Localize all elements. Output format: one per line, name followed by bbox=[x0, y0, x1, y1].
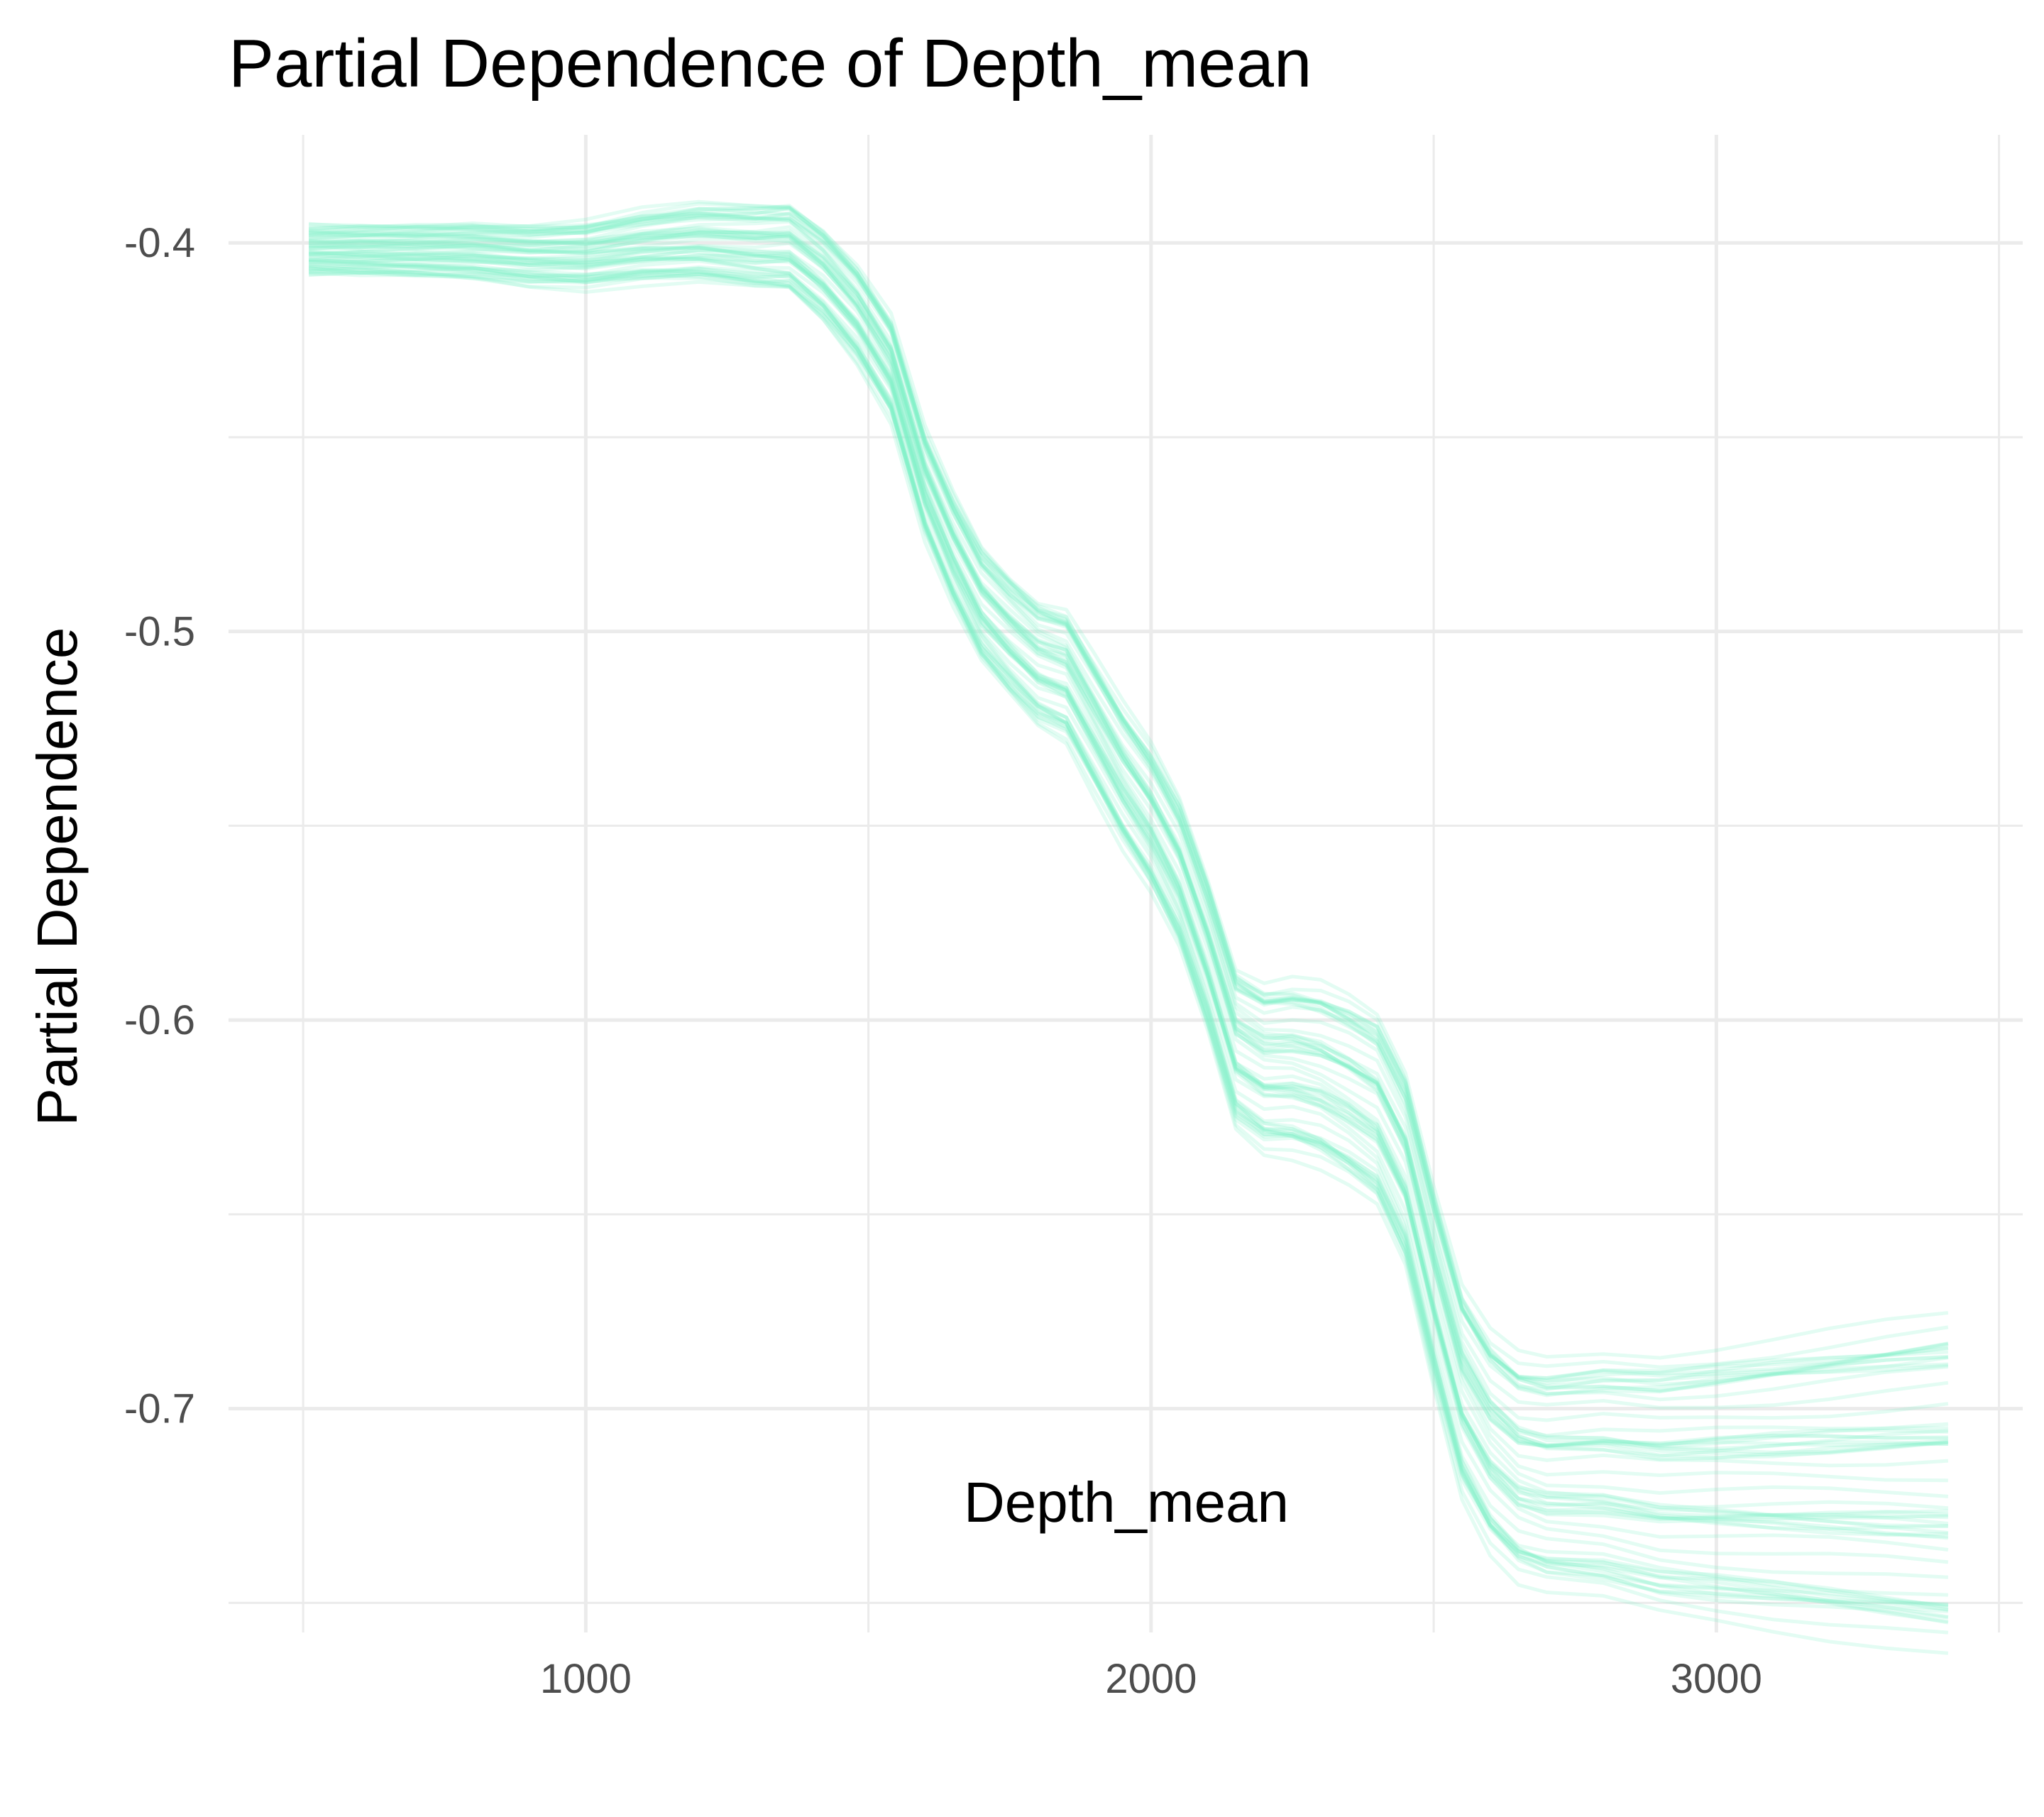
ice-curve bbox=[308, 246, 1948, 1521]
ice-curve bbox=[309, 212, 1949, 1388]
y-tick-label: -0.4 bbox=[124, 220, 195, 266]
ice-curve bbox=[308, 207, 1949, 1391]
ice-curve bbox=[309, 244, 1948, 1517]
ice-curve bbox=[309, 207, 1949, 1386]
ice-curve bbox=[308, 263, 1949, 1606]
ice-curve bbox=[308, 231, 1949, 1454]
ice-curve bbox=[309, 233, 1948, 1448]
y-tick-label: -0.5 bbox=[124, 609, 195, 655]
ice-curve bbox=[308, 230, 1949, 1457]
ice-curve bbox=[308, 225, 1949, 1438]
y-tick-label: -0.7 bbox=[124, 1386, 195, 1432]
ice-curve bbox=[309, 202, 1949, 1369]
ice-curve bbox=[308, 219, 1949, 1422]
ice-curve bbox=[308, 204, 1949, 1382]
ice-curve bbox=[308, 211, 1949, 1402]
chart-title: Partial Dependence of Depth_mean bbox=[229, 26, 1312, 101]
ice-curve bbox=[308, 263, 1949, 1608]
ice-curve bbox=[308, 246, 1949, 1510]
ice-curve bbox=[308, 231, 1948, 1447]
ice-curve bbox=[308, 211, 1949, 1393]
ice-curve bbox=[308, 264, 1949, 1613]
y-tick-label: -0.6 bbox=[124, 997, 195, 1043]
x-tick-label: 1000 bbox=[540, 1656, 632, 1702]
y-axis-ticks: -0.4 -0.5 -0.6 -0.7 bbox=[124, 220, 195, 1432]
ice-curve bbox=[308, 226, 1948, 1449]
ice-curve bbox=[309, 207, 1949, 1380]
ice-curves bbox=[308, 199, 1949, 1655]
ice-curve bbox=[308, 250, 1949, 1525]
grid bbox=[229, 135, 2023, 1632]
ice-curve bbox=[308, 270, 1949, 1625]
ice-curve bbox=[308, 199, 1949, 1360]
ice-curve bbox=[308, 252, 1948, 1539]
ice-curve bbox=[308, 248, 1948, 1520]
ice-curve bbox=[309, 267, 1949, 1635]
ice-curve bbox=[308, 251, 1948, 1528]
ice-curve bbox=[309, 258, 1949, 1579]
ice-curve bbox=[308, 256, 1949, 1552]
ice-curve bbox=[309, 248, 1948, 1531]
ice-curve bbox=[308, 264, 1949, 1620]
x-axis-title: Depth_mean bbox=[964, 1471, 1289, 1534]
ice-curve bbox=[309, 253, 1949, 1535]
ice-curve bbox=[308, 205, 1949, 1380]
ice-curve bbox=[308, 266, 1949, 1619]
ice-curve bbox=[308, 266, 1949, 1612]
ice-curve bbox=[309, 231, 1948, 1447]
ice-curve bbox=[308, 212, 1949, 1393]
ice-curve bbox=[308, 234, 1949, 1468]
ice-curve bbox=[309, 267, 1949, 1609]
x-tick-label: 2000 bbox=[1105, 1656, 1197, 1702]
ice-curve bbox=[308, 229, 1948, 1461]
ice-curve bbox=[308, 252, 1948, 1537]
x-axis-ticks: 1000 2000 3000 bbox=[540, 1656, 1762, 1702]
ice-curve bbox=[309, 263, 1949, 1607]
ice-curve bbox=[308, 263, 1949, 1611]
ice-curve bbox=[308, 257, 1949, 1564]
ice-curve bbox=[308, 212, 1949, 1398]
y-axis-title: Partial Dependence bbox=[26, 627, 89, 1126]
ice-curve bbox=[309, 266, 1949, 1624]
ice-curve bbox=[309, 215, 1949, 1410]
ice-curve bbox=[308, 245, 1949, 1518]
ice-curve bbox=[308, 229, 1949, 1449]
ice-curve bbox=[309, 246, 1949, 1498]
ice-curve bbox=[308, 241, 1948, 1483]
ice-curve bbox=[309, 216, 1948, 1396]
ice-curve bbox=[309, 225, 1949, 1451]
ice-curve bbox=[308, 233, 1948, 1458]
x-tick-label: 3000 bbox=[1671, 1656, 1762, 1702]
ice-curve bbox=[309, 228, 1949, 1459]
ice-curve bbox=[308, 206, 1949, 1385]
ice-curve bbox=[308, 260, 1948, 1597]
ice-curve bbox=[308, 270, 1949, 1655]
ice-curve bbox=[309, 253, 1949, 1540]
